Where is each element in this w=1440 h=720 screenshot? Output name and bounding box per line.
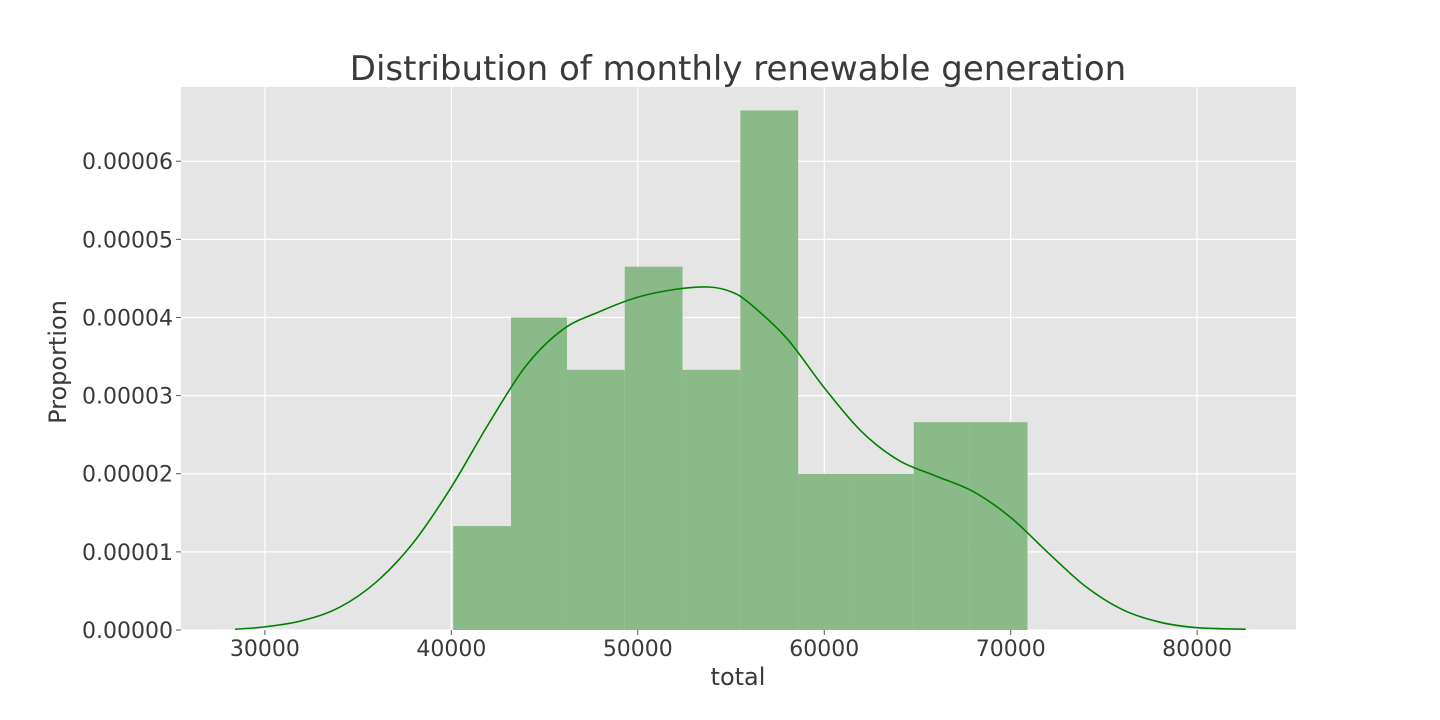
x-tick-label: 50000: [603, 637, 673, 662]
y-tick-label: 0.00006: [82, 150, 173, 175]
histogram-bar: [969, 422, 1028, 630]
x-tick-label: 80000: [1162, 637, 1232, 662]
histogram-bar: [511, 317, 567, 630]
histogram-bar: [855, 473, 914, 630]
bar-layer: [453, 110, 1028, 631]
histogram-bar: [913, 422, 970, 630]
histogram-bar: [453, 526, 512, 630]
histogram-bar: [798, 473, 856, 630]
y-tick-label: 0.00000: [82, 619, 173, 644]
histogram-bar: [624, 266, 683, 630]
kde-curve: [235, 286, 1246, 631]
y-axis-label: Proportion: [44, 300, 72, 424]
x-tick-label: 70000: [976, 637, 1046, 662]
y-tick-label: 0.00003: [82, 385, 173, 410]
chart-title: Distribution of monthly renewable genera…: [350, 49, 1126, 89]
histogram-bar: [740, 110, 799, 631]
y-tick-label: 0.00002: [82, 463, 173, 488]
x-tick-label: 30000: [230, 637, 300, 662]
x-tick-label: 40000: [416, 637, 486, 662]
x-axis-label: total: [711, 663, 766, 691]
y-tick-label: 0.00001: [82, 541, 173, 566]
tick-layer: 30000 40000 50000 60000 70000 80000 0.00000 0.0…: [82, 150, 1232, 662]
x-tick-label: 60000: [789, 637, 859, 662]
y-tick-label: 0.00004: [82, 306, 173, 331]
histogram-bar: [682, 369, 741, 630]
y-tick-label: 0.00005: [82, 228, 173, 253]
histogram-bar: [566, 369, 625, 630]
